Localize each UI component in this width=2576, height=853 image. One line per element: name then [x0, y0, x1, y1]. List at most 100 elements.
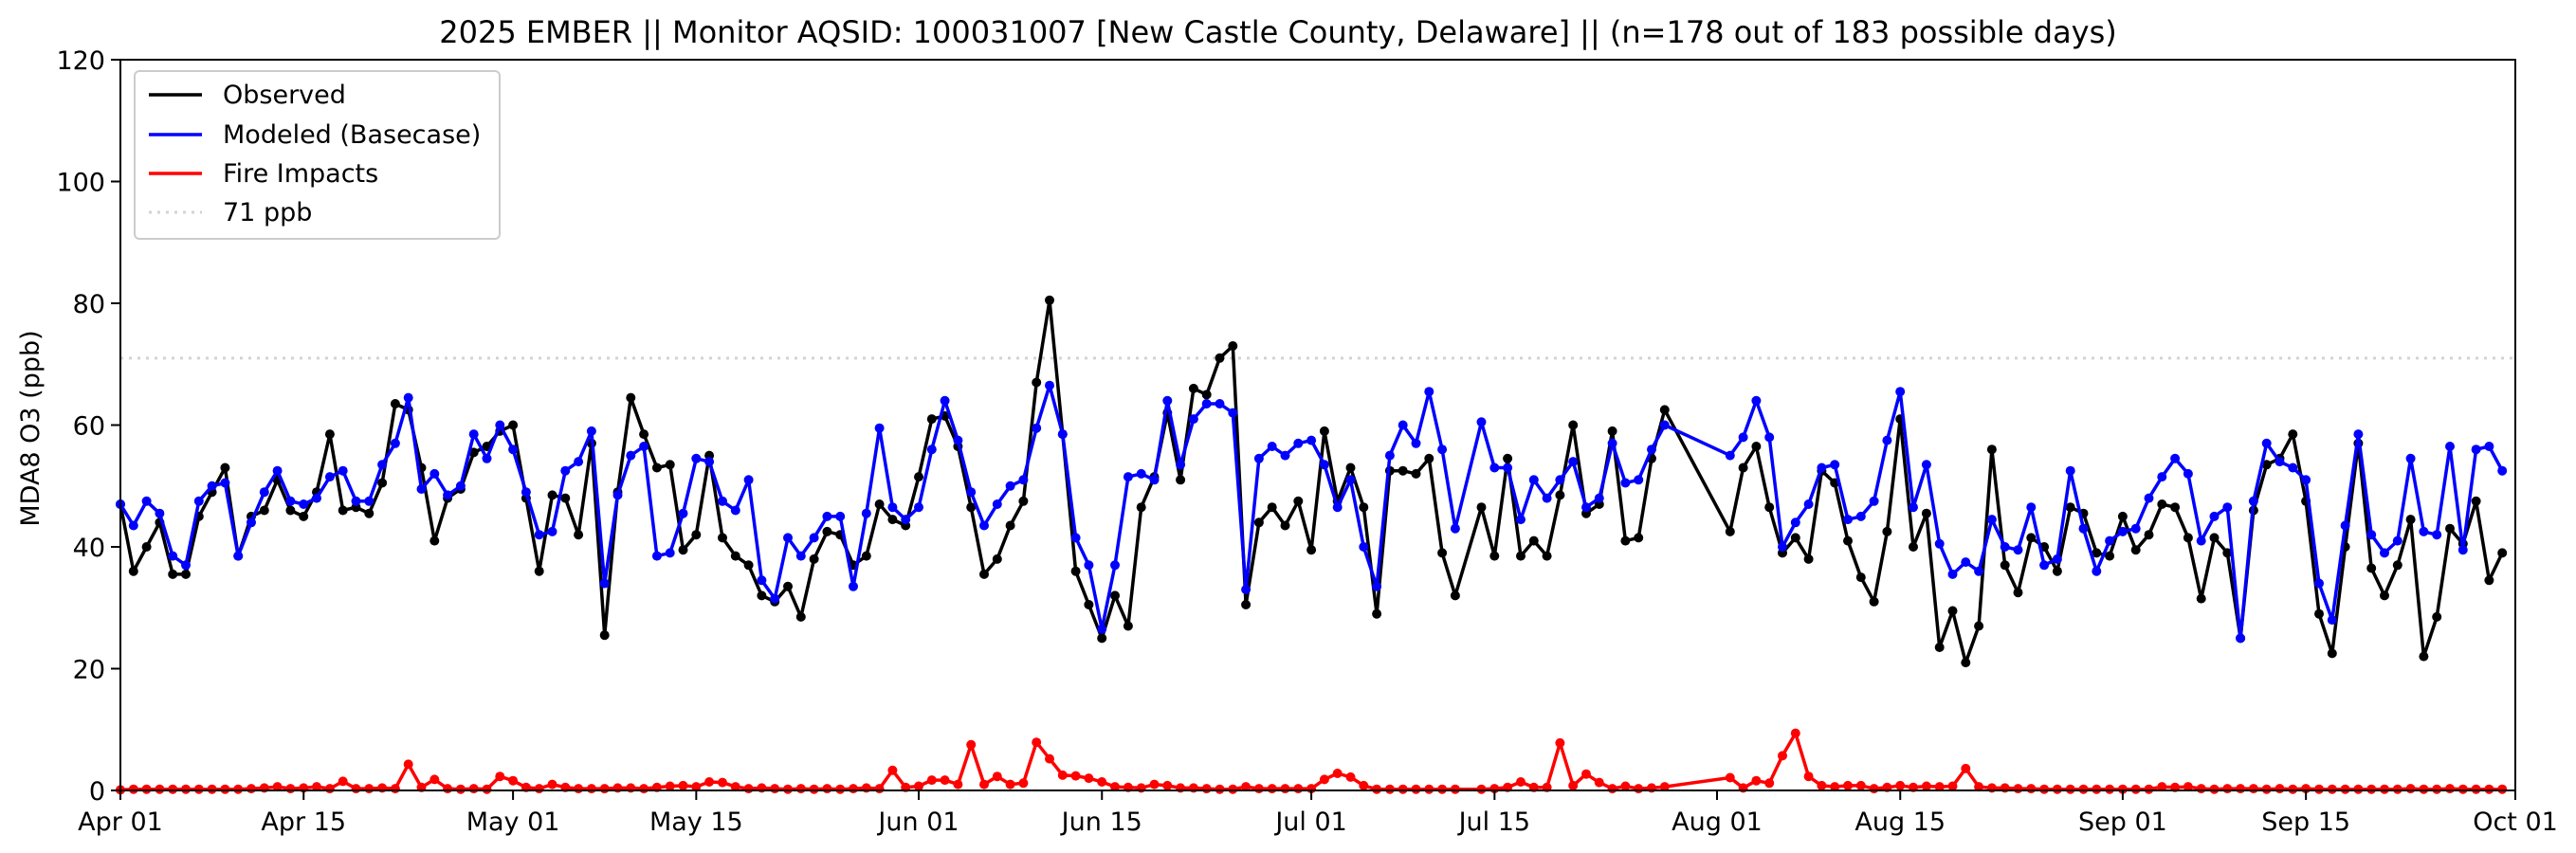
data-point-modeled-basecase — [2471, 445, 2481, 455]
data-point-fire-impacts — [468, 784, 479, 794]
data-point-fire-impacts — [1803, 771, 1814, 782]
data-point-modeled-basecase — [1778, 542, 1787, 552]
data-point-observed — [1542, 551, 1552, 561]
data-point-fire-impacts — [2353, 784, 2364, 794]
data-point-modeled-basecase — [1581, 502, 1591, 513]
data-point-fire-impacts — [2130, 784, 2141, 794]
data-point-observed — [1267, 502, 1277, 513]
data-point-fire-impacts — [1345, 771, 1356, 782]
data-point-modeled-basecase — [574, 457, 584, 467]
data-point-modeled-basecase — [966, 487, 977, 498]
data-point-observed — [861, 551, 871, 561]
data-point-modeled-basecase — [1332, 502, 1343, 513]
data-point-fire-impacts — [2275, 784, 2285, 794]
series-line-fire-impacts — [119, 731, 2503, 792]
data-point-fire-impacts — [783, 784, 793, 794]
data-point-fire-impacts — [849, 784, 858, 794]
data-point-observed — [639, 429, 649, 440]
data-point-modeled-basecase — [1869, 496, 1879, 506]
data-point-modeled-basecase — [651, 551, 662, 561]
data-point-fire-impacts — [1372, 784, 1382, 794]
data-point-observed — [1751, 442, 1762, 451]
data-point-observed — [730, 551, 740, 561]
data-point-fire-impacts — [979, 779, 989, 789]
data-point-fire-impacts — [1045, 753, 1054, 764]
data-point-modeled-basecase — [639, 442, 649, 451]
data-point-observed — [2288, 429, 2298, 440]
data-point-modeled-basecase — [2157, 472, 2167, 482]
data-point-observed — [364, 508, 375, 518]
data-point-modeled-basecase — [586, 426, 596, 436]
data-point-fire-impacts — [1516, 777, 1526, 787]
data-point-fire-impacts — [678, 780, 688, 790]
y-axis-label: MDA8 O3 (ppb) — [16, 330, 46, 526]
data-point-observed — [2117, 511, 2128, 521]
data-point-fire-impacts — [574, 784, 584, 794]
data-point-modeled-basecase — [482, 453, 492, 463]
data-point-fire-impacts — [1778, 751, 1787, 761]
data-point-observed — [338, 505, 348, 516]
data-point-observed — [651, 463, 662, 473]
data-point-fire-impacts — [1293, 784, 1304, 794]
data-point-modeled-basecase — [979, 520, 989, 531]
data-point-modeled-basecase — [2261, 438, 2272, 448]
data-point-modeled-basecase — [1659, 420, 1670, 430]
data-point-modeled-basecase — [926, 445, 937, 455]
data-point-modeled-basecase — [1738, 432, 1748, 443]
data-point-modeled-basecase — [1280, 450, 1290, 461]
data-point-modeled-basecase — [1084, 560, 1094, 571]
data-point-observed — [1450, 590, 1460, 601]
data-point-modeled-basecase — [324, 472, 335, 482]
data-point-fire-impacts — [2222, 784, 2233, 794]
data-point-fire-impacts — [1267, 784, 1277, 794]
data-point-modeled-basecase — [678, 508, 688, 518]
data-point-observed — [1411, 468, 1421, 479]
data-point-observed — [508, 420, 519, 430]
x-tick-label: Jul 01 — [1273, 808, 1347, 837]
data-point-observed — [2052, 566, 2062, 576]
data-point-observed — [599, 630, 610, 641]
data-point-observed — [181, 569, 191, 579]
data-point-observed — [1555, 490, 1565, 500]
data-point-fire-impacts — [1869, 784, 1879, 794]
y-tick-label: 40 — [73, 534, 105, 563]
data-point-fire-impacts — [2013, 784, 2023, 794]
data-point-observed — [1253, 517, 1264, 528]
data-point-modeled-basecase — [390, 438, 400, 448]
y-axis: 0 20 40 60 80 100 120 — [56, 46, 120, 807]
data-point-observed — [1070, 566, 1081, 576]
data-point-modeled-basecase — [2380, 548, 2389, 558]
data-point-observed — [1659, 405, 1670, 415]
data-point-modeled-basecase — [495, 420, 505, 430]
data-point-fire-impacts — [1228, 784, 1238, 794]
data-point-modeled-basecase — [1149, 475, 1160, 485]
data-point-fire-impacts — [1384, 784, 1395, 794]
data-point-modeled-basecase — [1594, 493, 1604, 503]
data-point-modeled-basecase — [1123, 472, 1133, 482]
data-point-modeled-basecase — [508, 445, 519, 455]
data-point-modeled-basecase — [1345, 475, 1356, 485]
data-point-fire-impacts — [1947, 781, 1958, 791]
data-point-observed — [1372, 608, 1382, 619]
data-point-fire-impacts — [285, 784, 296, 794]
data-point-fire-impacts — [887, 765, 898, 775]
data-point-fire-impacts — [1241, 782, 1251, 792]
legend-label-observed: Observed — [223, 81, 346, 110]
data-point-modeled-basecase — [1032, 423, 1042, 433]
data-point-fire-impacts — [586, 784, 596, 794]
data-point-modeled-basecase — [1476, 417, 1487, 427]
data-point-modeled-basecase — [1411, 438, 1421, 448]
data-point-observed — [1084, 600, 1094, 609]
data-point-fire-impacts — [940, 775, 950, 786]
data-point-fire-impacts — [2105, 784, 2115, 794]
data-point-modeled-basecase — [1437, 445, 1448, 455]
data-point-modeled-basecase — [1974, 566, 1984, 576]
data-point-fire-impacts — [1005, 779, 1015, 789]
data-point-fire-impacts — [1921, 781, 1931, 791]
data-point-observed — [1188, 383, 1198, 393]
data-point-fire-impacts — [1751, 775, 1762, 786]
data-point-modeled-basecase — [2170, 453, 2181, 463]
data-point-observed — [1528, 535, 1539, 546]
data-point-fire-impacts — [2366, 784, 2377, 794]
data-point-fire-impacts — [1659, 782, 1670, 792]
